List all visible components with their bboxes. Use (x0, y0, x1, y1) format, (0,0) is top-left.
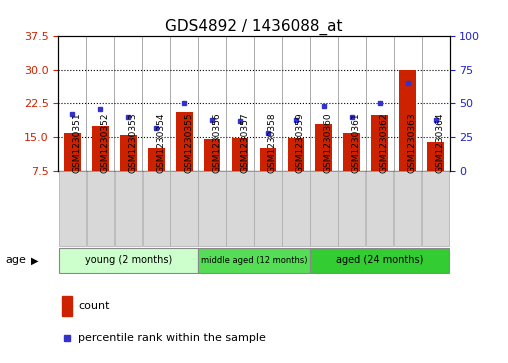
FancyBboxPatch shape (310, 248, 449, 273)
Text: GSM1230362: GSM1230362 (379, 113, 389, 173)
Text: GSM1230356: GSM1230356 (212, 112, 221, 173)
Text: ▶: ▶ (30, 256, 38, 265)
Text: GSM1230364: GSM1230364 (435, 113, 444, 173)
FancyBboxPatch shape (422, 171, 449, 246)
Bar (120, 135, 137, 171)
Bar (204, 139, 220, 171)
Text: GSM1230361: GSM1230361 (352, 112, 361, 173)
Text: middle aged (12 months): middle aged (12 months) (201, 256, 307, 265)
FancyBboxPatch shape (115, 171, 142, 246)
FancyBboxPatch shape (394, 171, 421, 246)
Bar (176, 113, 193, 171)
FancyBboxPatch shape (87, 171, 114, 246)
Text: GSM1230354: GSM1230354 (156, 113, 165, 173)
FancyBboxPatch shape (59, 171, 86, 246)
Bar (148, 148, 165, 171)
Bar (260, 148, 276, 171)
Text: GSM1230359: GSM1230359 (296, 112, 305, 173)
FancyBboxPatch shape (199, 171, 226, 246)
Bar (315, 123, 332, 171)
Text: percentile rank within the sample: percentile rank within the sample (78, 334, 266, 343)
Text: young (2 months): young (2 months) (85, 256, 172, 265)
Title: GDS4892 / 1436088_at: GDS4892 / 1436088_at (165, 19, 343, 35)
Text: GSM1230358: GSM1230358 (268, 112, 277, 173)
Bar (232, 138, 248, 171)
Text: count: count (78, 301, 110, 311)
FancyBboxPatch shape (310, 171, 337, 246)
Text: GSM1230351: GSM1230351 (72, 112, 81, 173)
Text: GSM1230353: GSM1230353 (128, 112, 137, 173)
Text: aged (24 months): aged (24 months) (336, 256, 423, 265)
FancyBboxPatch shape (199, 248, 309, 273)
Text: GSM1230357: GSM1230357 (240, 112, 249, 173)
Text: age: age (5, 256, 26, 265)
Bar (64, 132, 81, 171)
Bar (371, 115, 388, 171)
Bar (427, 142, 444, 171)
Text: GSM1230355: GSM1230355 (184, 112, 193, 173)
FancyBboxPatch shape (59, 248, 198, 273)
FancyBboxPatch shape (143, 171, 170, 246)
Bar (92, 126, 109, 171)
Text: GSM1230360: GSM1230360 (324, 112, 333, 173)
FancyBboxPatch shape (171, 171, 198, 246)
FancyBboxPatch shape (282, 171, 309, 246)
Bar (288, 138, 304, 171)
Bar (343, 132, 360, 171)
Text: GSM1230363: GSM1230363 (407, 112, 417, 173)
FancyBboxPatch shape (366, 171, 393, 246)
FancyBboxPatch shape (338, 171, 365, 246)
Bar (62, 297, 72, 316)
Text: GSM1230352: GSM1230352 (100, 113, 109, 173)
FancyBboxPatch shape (255, 171, 281, 246)
Bar (399, 70, 416, 171)
FancyBboxPatch shape (227, 171, 253, 246)
